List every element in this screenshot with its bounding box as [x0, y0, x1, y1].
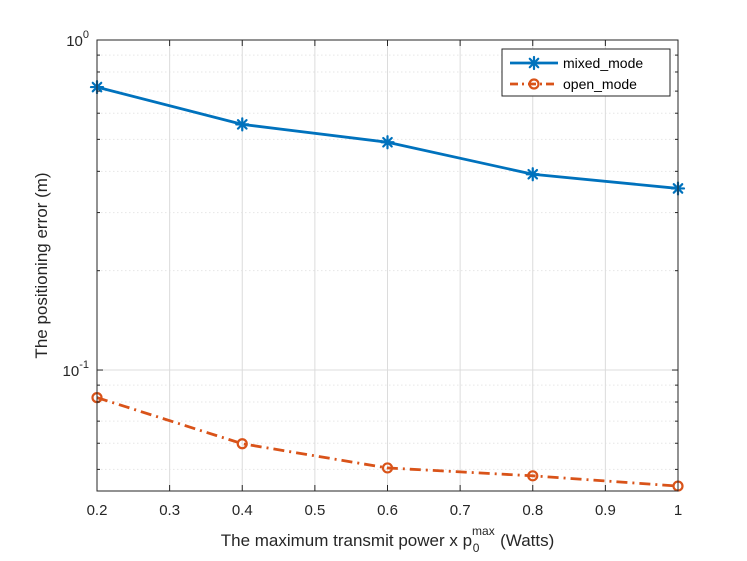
- marker-stroke: [528, 57, 540, 69]
- y-tick-label-exponent: -1: [79, 359, 89, 371]
- data-point-mixed_mode: [235, 117, 250, 132]
- x-tick-label: 0.6: [377, 502, 398, 519]
- series-layer: [89, 79, 686, 492]
- x-tick-label: 0.8: [522, 502, 543, 519]
- x-tick-label: 0.7: [450, 502, 471, 519]
- data-point-mixed_mode: [380, 135, 395, 150]
- x-axis-title-superscript: max: [472, 524, 495, 538]
- marker-stroke: [527, 168, 539, 180]
- data-point-open_mode: [381, 462, 394, 474]
- legend-marker-open_mode: [528, 78, 540, 90]
- x-tick-label: 0.3: [159, 502, 180, 519]
- x-axis-title-suffix: (Watts): [495, 531, 554, 550]
- x-axis-title-prefix: The maximum transmit power x p: [221, 531, 472, 550]
- y-tick-label-base: 10: [66, 33, 83, 50]
- x-axis-title: The maximum transmit power x pmax 0 (Watt…: [221, 524, 555, 555]
- x-tick-label: 0.2: [87, 502, 108, 519]
- x-tick-labels: 0.2 0.3 0.4 0.5 0.6 0.7 0.8 0.9 1: [87, 502, 683, 519]
- legend-label-open_mode: open_mode: [563, 76, 637, 92]
- legend-marker-mixed_mode: [526, 55, 542, 71]
- y-tick-label-base: 10: [63, 363, 80, 380]
- y-axis-title: The positioning error (m): [32, 172, 51, 358]
- x-tick-label: 0.9: [595, 502, 616, 519]
- x-tick-label: 0.4: [232, 502, 253, 519]
- legend: mixed_mode open_mode: [501, 48, 671, 97]
- x-tick-label: 0.5: [304, 502, 325, 519]
- data-point-mixed_mode: [525, 167, 540, 182]
- marker-stroke: [382, 136, 393, 148]
- y-tick-label-exponent: 0: [83, 29, 89, 41]
- axis-ticks: [96, 39, 679, 491]
- marker-stroke: [236, 119, 248, 130]
- y-tick-label: 100: [66, 29, 89, 50]
- series-line-open_mode: [96, 396, 679, 488]
- legend-entries: mixed_mode open_mode: [510, 55, 643, 92]
- legend-item-open_mode: open_mode: [510, 76, 637, 92]
- legend-label-mixed_mode: mixed_mode: [563, 55, 643, 71]
- legend-box: [501, 48, 671, 97]
- legend-item-mixed_mode: mixed_mode: [510, 55, 643, 71]
- data-point-open_mode: [236, 438, 248, 450]
- data-point-open_mode: [527, 470, 539, 482]
- y-tick-label: 10-1: [63, 359, 89, 380]
- x-tick-label: 1: [674, 502, 682, 519]
- x-axis-title-subscript: 0: [473, 541, 480, 555]
